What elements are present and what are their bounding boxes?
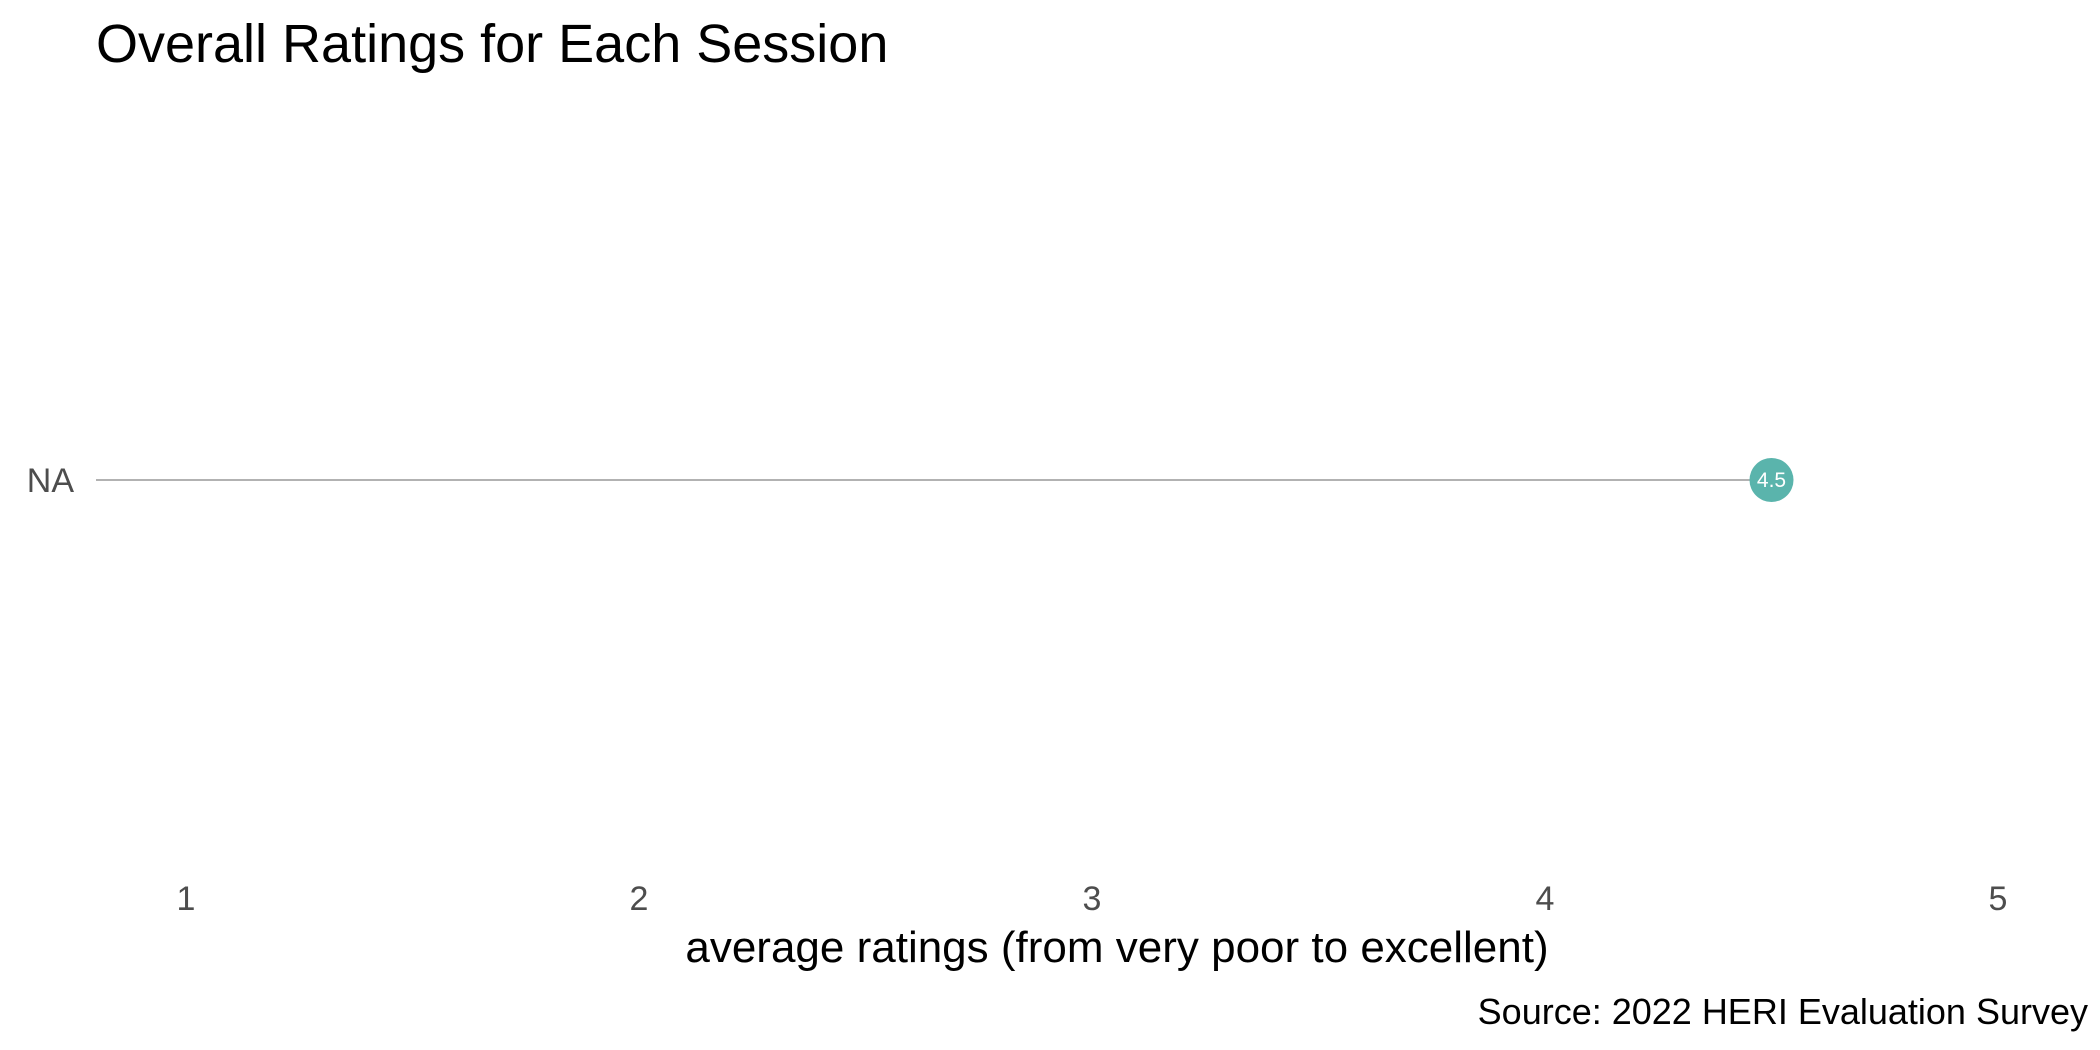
lollipop-point	[1749, 458, 1794, 502]
y-category-label: NA	[27, 462, 75, 500]
x-axis-ticks: 1 2 3 4 5	[177, 880, 2008, 918]
chart-caption: Source: 2022 HERI Evaluation Survey	[1478, 991, 2088, 1032]
x-tick-label: 2	[630, 880, 649, 918]
plot-area: NA 4.5	[27, 458, 1794, 502]
x-tick-label: 5	[1989, 880, 2008, 918]
point-value-label: 4.5	[1757, 469, 1786, 492]
x-tick-label: 3	[1083, 880, 1102, 918]
chart-title: Overall Ratings for Each Session	[96, 14, 888, 74]
x-axis-title: average ratings (from very poor to excel…	[685, 923, 1548, 972]
x-tick-label: 4	[1536, 880, 1555, 918]
x-tick-label: 1	[177, 880, 196, 918]
